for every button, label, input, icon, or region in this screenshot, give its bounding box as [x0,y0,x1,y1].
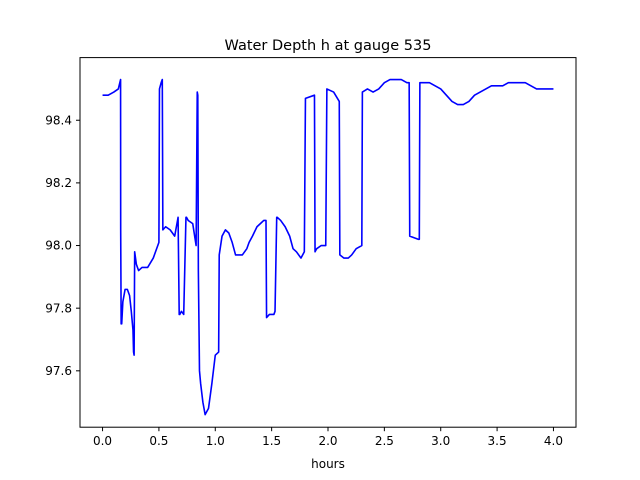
x-tick-label: 4.0 [544,434,563,448]
x-tick-label: 0.5 [149,434,168,448]
y-tick-label: 98.0 [45,239,72,253]
series-group [102,78,554,416]
x-axis-label: hours [311,457,345,471]
plot-frame [79,57,577,428]
x-tick-label: 3.5 [488,434,507,448]
series-line [102,78,554,416]
y-tick-label: 97.6 [45,364,72,378]
x-tick-label: 1.5 [262,434,281,448]
y-axis-ticks: 97.6 97.8 98.0 98.2 98.4 [45,113,80,378]
x-tick-label: 1.0 [206,434,225,448]
x-tick-label: 2.0 [318,434,337,448]
x-tick-label: 0.0 [93,434,112,448]
y-tick-label: 98.2 [45,176,72,190]
x-axis-ticks: 0.0 0.5 1.0 1.5 2.0 2.5 3.0 3.5 4.0 [93,427,563,448]
y-tick-label: 97.8 [45,301,72,315]
x-tick-label: 3.0 [431,434,450,448]
x-tick-label: 2.5 [375,434,394,448]
y-tick-label: 98.4 [45,113,72,127]
chart-title: Water Depth h at gauge 535 [225,38,432,54]
